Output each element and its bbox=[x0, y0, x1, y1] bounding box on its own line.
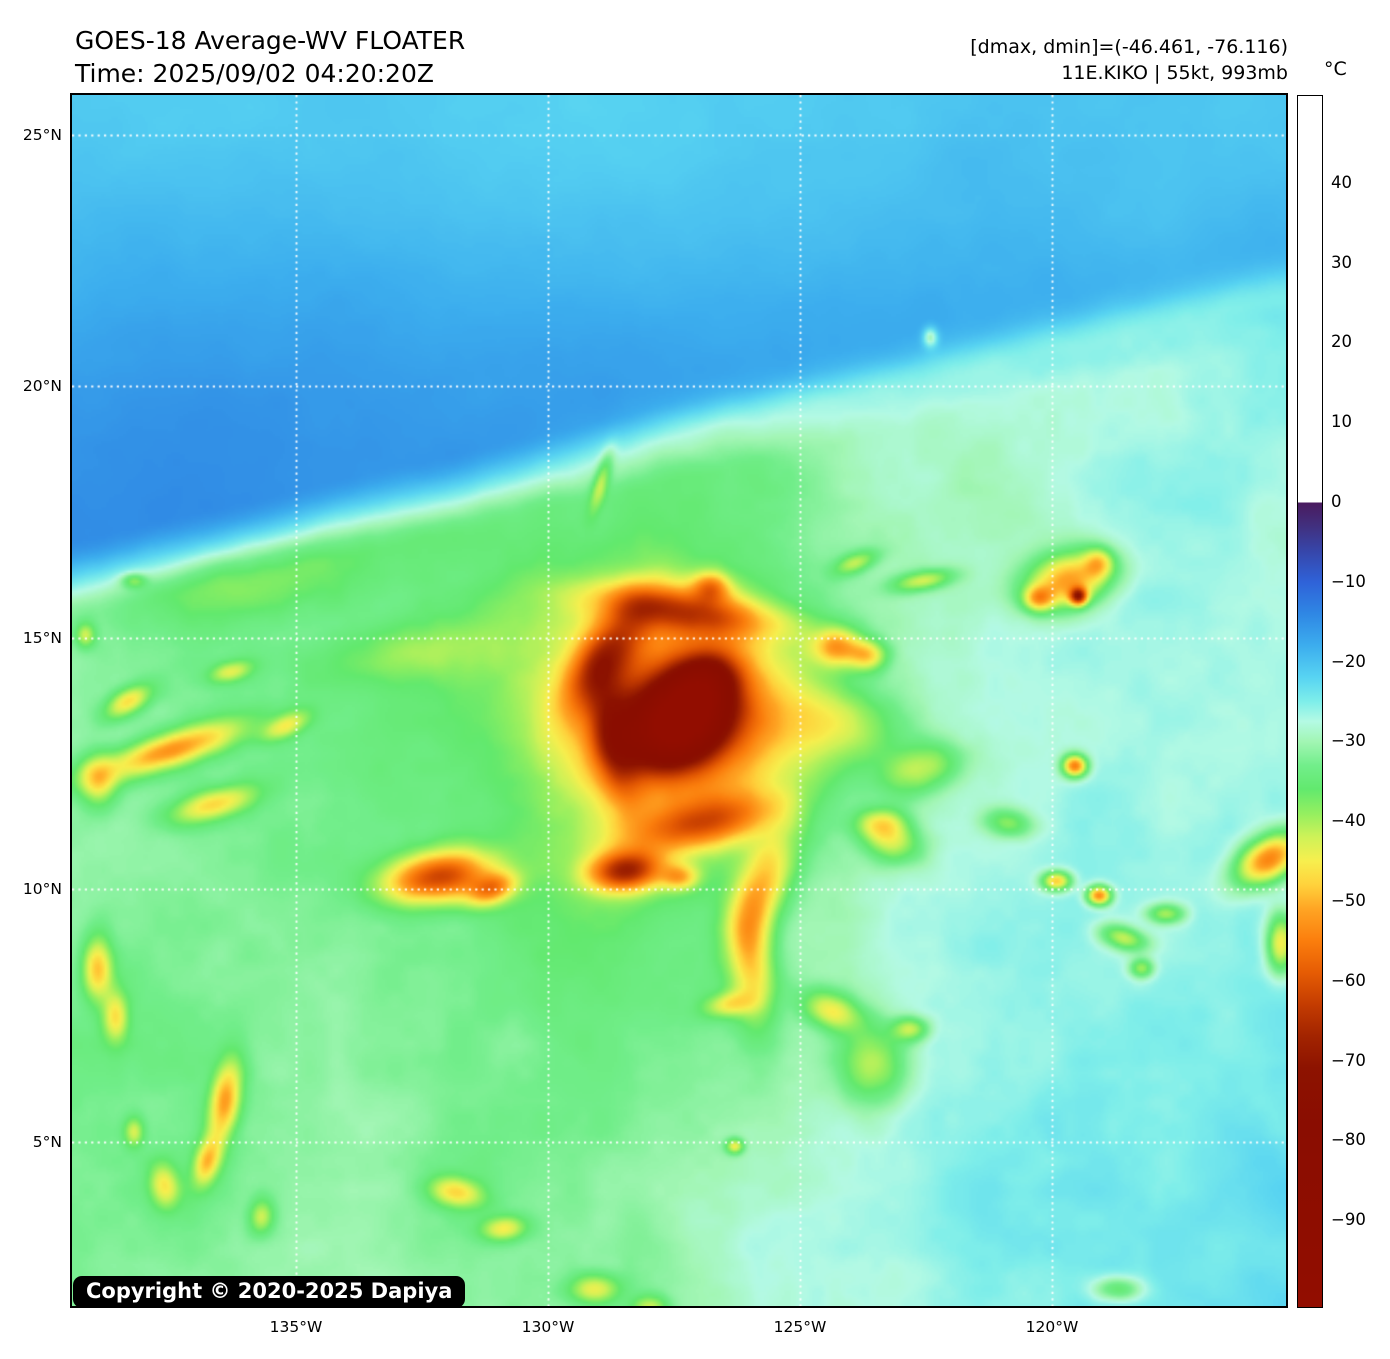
colorbar-tick-label: −80 bbox=[1331, 1130, 1366, 1150]
colorbar-tick-label: 20 bbox=[1331, 332, 1352, 352]
storm-info: 11E.KIKO | 55kt, 993mb bbox=[1061, 62, 1288, 84]
timestamp: Time: 2025/09/02 04:20:20Z bbox=[75, 59, 434, 88]
colorbar-tick-label: −10 bbox=[1331, 571, 1366, 591]
colorbar-tick-label: 40 bbox=[1331, 172, 1352, 192]
header-right-block: [dmax, dmin]=(-46.461, -76.116) 11E.KIKO… bbox=[970, 34, 1288, 86]
colorbar-tick-label: 10 bbox=[1331, 412, 1352, 432]
title-block: GOES-18 Average-WV FLOATER Time: 2025/09… bbox=[75, 24, 465, 90]
dmax-dmin-readout: [dmax, dmin]=(-46.461, -76.116) bbox=[970, 36, 1288, 58]
lat-label-25n: 25°N bbox=[22, 126, 62, 144]
colorbar-tick-label: −90 bbox=[1331, 1210, 1366, 1230]
colorbar-tick-label: −40 bbox=[1331, 811, 1366, 831]
colorbar-tick-label: −60 bbox=[1331, 970, 1366, 990]
colorbar-gradient bbox=[1297, 95, 1323, 1308]
lon-label-135w: 135°W bbox=[269, 1318, 323, 1336]
colorbar-tick-label: 0 bbox=[1331, 491, 1342, 511]
colorbar-tick-label: −20 bbox=[1331, 651, 1366, 671]
lon-label-125w: 125°W bbox=[773, 1318, 827, 1336]
page-title: GOES-18 Average-WV FLOATER bbox=[75, 26, 466, 55]
colorbar-tick-label: 30 bbox=[1331, 252, 1352, 272]
satellite-map bbox=[70, 93, 1288, 1308]
lon-label-130w: 130°W bbox=[521, 1318, 575, 1336]
grid-overlay-canvas bbox=[72, 95, 1286, 1306]
lat-label-20n: 20°N bbox=[22, 377, 62, 395]
colorbar-tick-label: −50 bbox=[1331, 891, 1366, 910]
lat-label-15n: 15°N bbox=[22, 629, 62, 647]
lat-label-5n: 5°N bbox=[32, 1133, 62, 1151]
lon-label-120w: 120°W bbox=[1025, 1318, 1079, 1336]
copyright-badge: Copyright © 2020-2025 Dapiya bbox=[73, 1276, 466, 1308]
colorbar-tick-label: −70 bbox=[1331, 1050, 1366, 1070]
colorbar-tick-label: −30 bbox=[1331, 731, 1366, 751]
colorbar-unit-label: °C bbox=[1324, 58, 1347, 80]
lat-label-10n: 10°N bbox=[22, 880, 62, 898]
